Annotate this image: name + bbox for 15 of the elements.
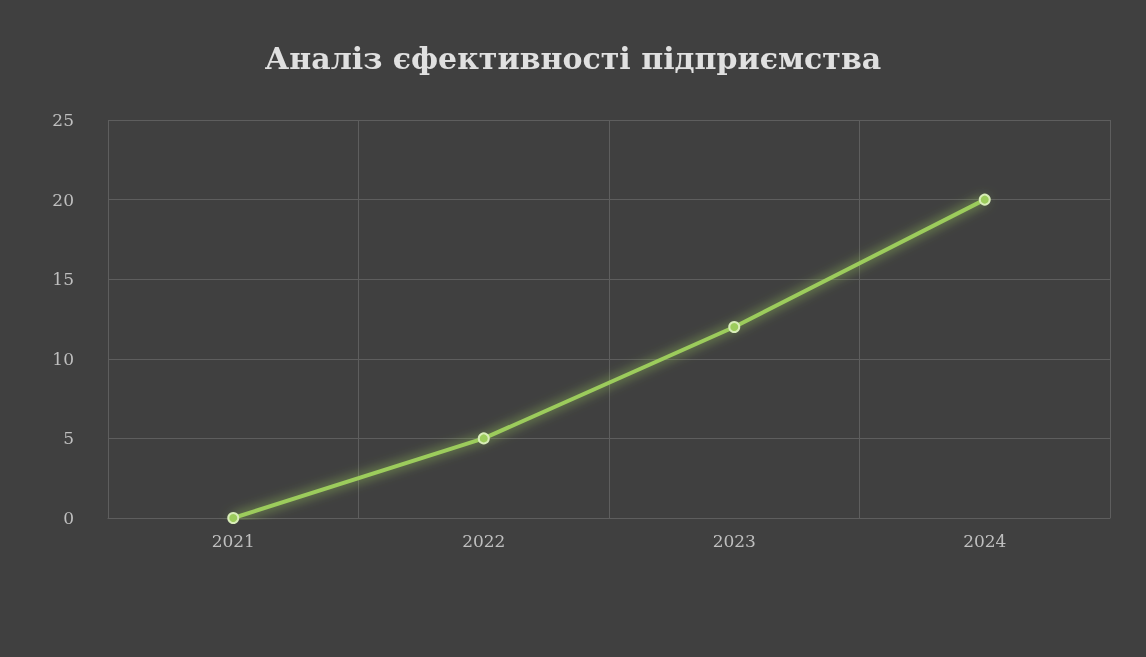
point (978, 193, 991, 206)
point (227, 512, 240, 524)
y-tick-label: 15 (52, 269, 74, 290)
y-tick-label: 5 (63, 428, 74, 449)
x-tick-label: 2022 (462, 530, 506, 551)
point (477, 432, 490, 445)
x-tick-label: 2021 (211, 530, 255, 551)
y-tick-label: 10 (52, 348, 74, 369)
point (728, 320, 741, 333)
y-tick-label: 20 (52, 189, 74, 210)
x-tick-label: 2024 (963, 530, 1007, 551)
y-tick-label: 0 (63, 508, 74, 528)
chart-title: Аналіз єфективності підприємства (264, 40, 882, 76)
y-tick-label: 25 (52, 110, 74, 130)
x-tick-label: 2023 (712, 530, 756, 551)
